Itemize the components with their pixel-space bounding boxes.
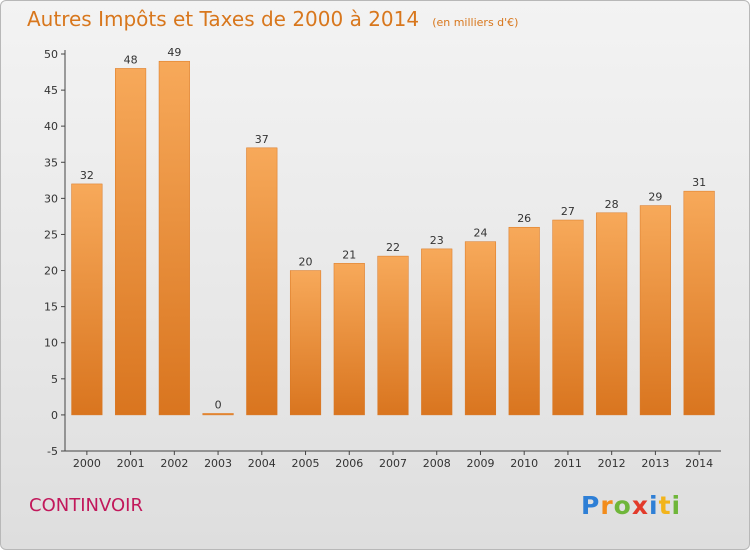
x-tick-label: 2004 [248, 457, 276, 470]
data-label: 48 [124, 53, 138, 66]
bar [333, 263, 365, 416]
data-label: 29 [648, 191, 662, 204]
x-tick-label: 2005 [292, 457, 320, 470]
x-tick-label: 2010 [510, 457, 538, 470]
x-tick-label: 2008 [423, 457, 451, 470]
y-tick-label: 0 [51, 409, 58, 422]
logo-letter: t [658, 491, 672, 520]
bar [115, 68, 147, 416]
x-tick-label: 2013 [641, 457, 669, 470]
data-label: 23 [430, 234, 444, 247]
chart-title: Autres Impôts et Taxes de 2000 à 2014 [27, 7, 420, 31]
x-tick-label: 2007 [379, 457, 407, 470]
x-tick-label: 2006 [335, 457, 363, 470]
logo-letter: x [631, 491, 649, 520]
data-label: 21 [342, 248, 356, 261]
data-label: 0 [215, 398, 222, 411]
data-label: 20 [299, 256, 313, 269]
bar [508, 226, 540, 416]
x-tick-label: 2012 [598, 457, 626, 470]
y-tick-label: 45 [44, 84, 58, 97]
logo-letter: o [613, 491, 632, 520]
bar [202, 413, 234, 416]
data-label: 32 [80, 169, 94, 182]
x-tick-label: 2002 [160, 457, 188, 470]
y-tick-label: 10 [44, 337, 58, 350]
chart-axes: -5 0 5 10 15 20 25 30 35 40 45 50 2000 2001 2002 2003 20… [44, 48, 721, 470]
logo-letter: P [581, 491, 601, 520]
logo-letter: i [649, 491, 659, 520]
bar [158, 60, 190, 416]
chart-header: Autres Impôts et Taxes de 2000 à 2014 (e… [27, 7, 518, 31]
chart-unit-note: (en milliers d'€) [432, 16, 519, 29]
bar [683, 190, 715, 416]
chart-bars [71, 60, 715, 416]
x-tick-label: 2011 [554, 457, 582, 470]
data-label: 24 [473, 227, 487, 240]
y-tick-label: 50 [44, 48, 58, 61]
x-tick-label: 2014 [685, 457, 713, 470]
bar [464, 241, 497, 416]
data-label: 22 [386, 241, 400, 254]
y-tick-label: 35 [44, 156, 58, 169]
bar [289, 270, 322, 416]
y-tick-label: 30 [44, 192, 58, 205]
logo-letter: r [600, 491, 614, 520]
data-label: 26 [517, 212, 531, 225]
y-tick-label: 5 [51, 373, 58, 386]
x-tick-label: 2009 [466, 457, 494, 470]
commune-name: CONTINVOIR [29, 495, 143, 516]
x-tick-label: 2003 [204, 457, 232, 470]
x-tick-label: 2000 [73, 457, 101, 470]
data-label: 37 [255, 133, 269, 146]
y-tick-label: 20 [44, 265, 58, 278]
data-label: 31 [692, 176, 706, 189]
y-tick-label: -5 [47, 445, 58, 458]
y-tick-label: 25 [44, 228, 58, 241]
bar [377, 255, 409, 416]
y-tick-label: 15 [44, 301, 58, 314]
bar [421, 248, 453, 416]
proxiti-logo: Proxiti [581, 491, 681, 520]
data-label: 28 [605, 198, 619, 211]
bar [596, 212, 628, 416]
data-label: 27 [561, 205, 575, 218]
data-label: 49 [167, 46, 181, 59]
chart-labels: 32 48 49 0 37 20 21 22 23 24 26 27 28 29 31 [80, 46, 706, 411]
logo-letter: i [671, 491, 682, 520]
bar [246, 147, 278, 416]
x-tick-label: 2001 [117, 457, 145, 470]
bar [71, 183, 103, 416]
y-tick-label: 40 [44, 120, 58, 133]
bar [639, 205, 671, 416]
bar [552, 219, 584, 416]
